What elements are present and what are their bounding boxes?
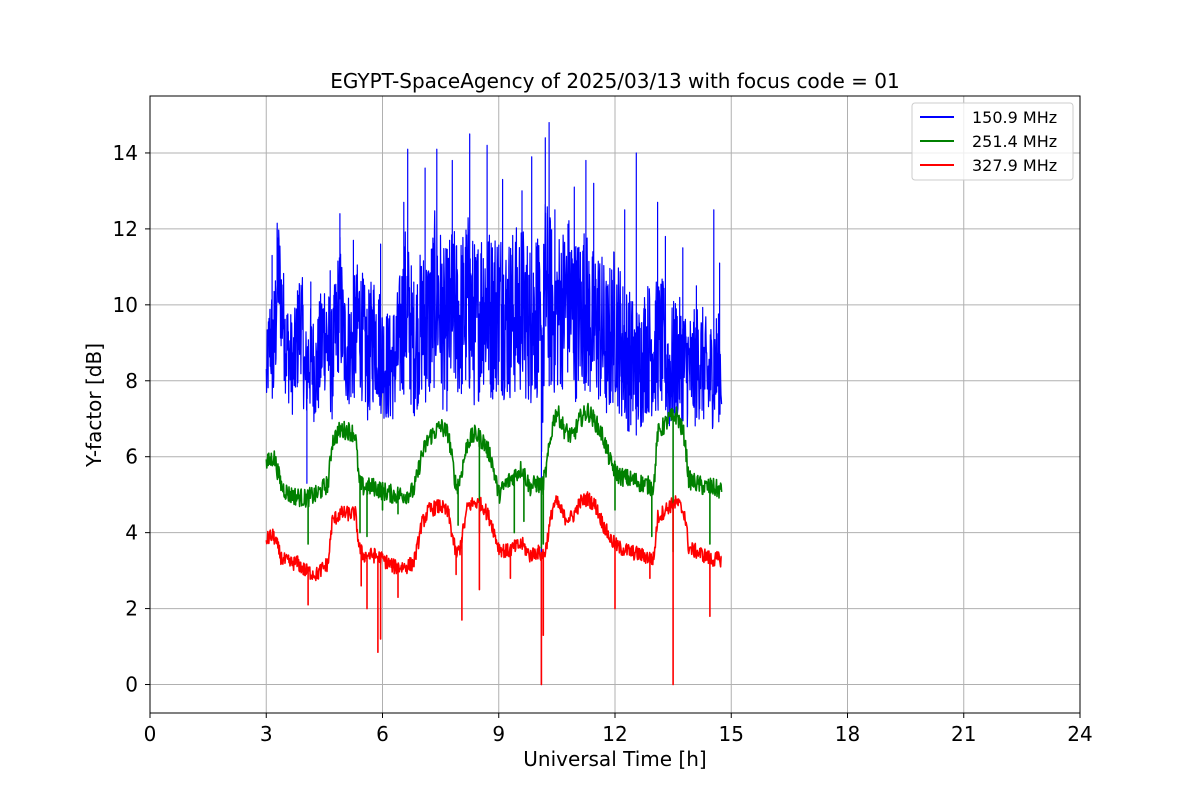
- y-axis-ticks: 0 2 4 6 8 10 12 14: [113, 141, 150, 697]
- x-tick-label: 0: [144, 722, 157, 746]
- y-tick-label: 10: [113, 293, 138, 317]
- legend-label-327-9-mhz: 327.9 MHz: [972, 156, 1057, 175]
- x-tick-label: 6: [376, 722, 389, 746]
- chart-title: EGYPT-SpaceAgency of 2025/03/13 with foc…: [330, 69, 899, 93]
- x-tick-label: 12: [602, 722, 627, 746]
- y-tick-label: 14: [113, 141, 138, 165]
- y-axis-label: Y-factor [dB]: [82, 343, 106, 468]
- plot-area: [265, 122, 723, 686]
- y-tick-label: 12: [113, 217, 138, 241]
- legend-label-150-9-mhz: 150.9 MHz: [972, 108, 1057, 127]
- y-tick-label: 2: [125, 597, 138, 621]
- x-tick-label: 24: [1067, 722, 1092, 746]
- y-tick-label: 6: [125, 445, 138, 469]
- x-tick-label: 9: [492, 722, 505, 746]
- x-axis-ticks: 0 3 6 9 12 15 18 21 24: [144, 713, 1093, 746]
- x-tick-label: 15: [719, 722, 744, 746]
- x-axis-label: Universal Time [h]: [523, 747, 706, 771]
- legend: 150.9 MHz 251.4 MHz 327.9 MHz: [911, 102, 1074, 181]
- x-tick-label: 3: [260, 722, 273, 746]
- series-line-327-9-mhz: [265, 491, 722, 686]
- series-layer: [265, 122, 723, 686]
- x-tick-label: 21: [951, 722, 976, 746]
- legend-label-251-4-mhz: 251.4 MHz: [972, 132, 1057, 151]
- y-tick-label: 4: [125, 521, 138, 545]
- x-tick-label: 18: [835, 722, 860, 746]
- series-line-150-9-mhz: [265, 122, 723, 686]
- y-tick-label: 0: [125, 673, 138, 697]
- legend-box: [911, 102, 1074, 181]
- series-line-251-4-mhz: [265, 402, 723, 553]
- y-tick-label: 8: [125, 369, 138, 393]
